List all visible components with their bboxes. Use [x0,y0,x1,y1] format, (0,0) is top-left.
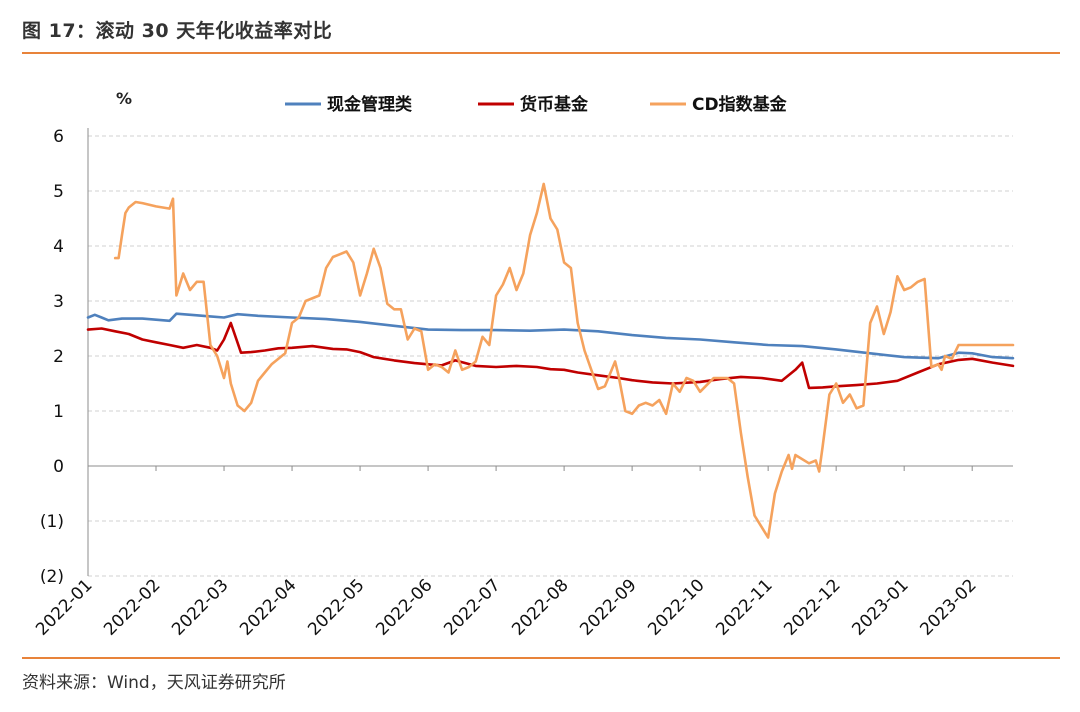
x-tick-label: 2022-09 [576,575,640,639]
x-tick-label: 2022-12 [780,575,844,639]
series-line-3 [113,182,1015,539]
y-tick-label: 4 [53,237,64,257]
title-divider [22,52,1060,54]
x-tick-label: 2023-01 [848,575,912,639]
line-chart: 6 5 4 3 2 1 0 (1) (2) 2022-01 2022-02 2022-03 2022-… [32,89,1015,640]
y-tick-label: (2) [40,567,64,587]
legend-label-2: 货币基金 [520,94,589,115]
x-tick-label: 2023-02 [916,575,980,639]
x-tick-label: 2022-02 [100,575,164,639]
y-tick-label: 1 [53,402,64,422]
figure-title: 图 17：滚动 30 天年化收益率对比 [22,20,333,42]
x-tick-label: 2022-04 [236,575,300,639]
legend-label-1: 现金管理类 [327,94,413,115]
y-tick-label: 0 [53,457,64,477]
series-line-1 [86,312,1015,360]
gridlines [88,135,1013,577]
y-tick-label: 5 [53,182,64,202]
y-axis-ticks: 6 5 4 3 2 1 0 (1) (2) [40,127,64,587]
y-tick-label: (1) [40,512,64,532]
y-tick-label: 2 [53,347,64,367]
y-tick-label: 3 [53,292,64,312]
x-tick-label: 2022-06 [372,575,436,639]
legend: 现金管理类 货币基金 CD指数基金 [285,94,788,115]
series-line-2 [86,321,1015,390]
source-note: 资料来源：Wind，天风证券研究所 [22,673,286,693]
x-axis-ticks: 2022-01 2022-02 2022-03 2022-04 2022-05 2022-… [32,575,981,639]
y-tick-label: 6 [53,127,64,147]
y-axis-unit-label: % [116,89,132,108]
series-lines [86,182,1015,539]
x-tick-label: 2022-07 [440,575,504,639]
source-divider [22,657,1060,659]
legend-label-3: CD指数基金 [692,94,788,115]
x-tick-label: 2022-08 [508,575,572,639]
x-tick-label: 2022-05 [304,575,368,639]
x-tick-label: 2022-03 [168,575,232,639]
axes [87,128,1013,576]
x-tick-label: 2022-10 [644,575,708,639]
x-tick-label: 2022-11 [712,575,776,639]
